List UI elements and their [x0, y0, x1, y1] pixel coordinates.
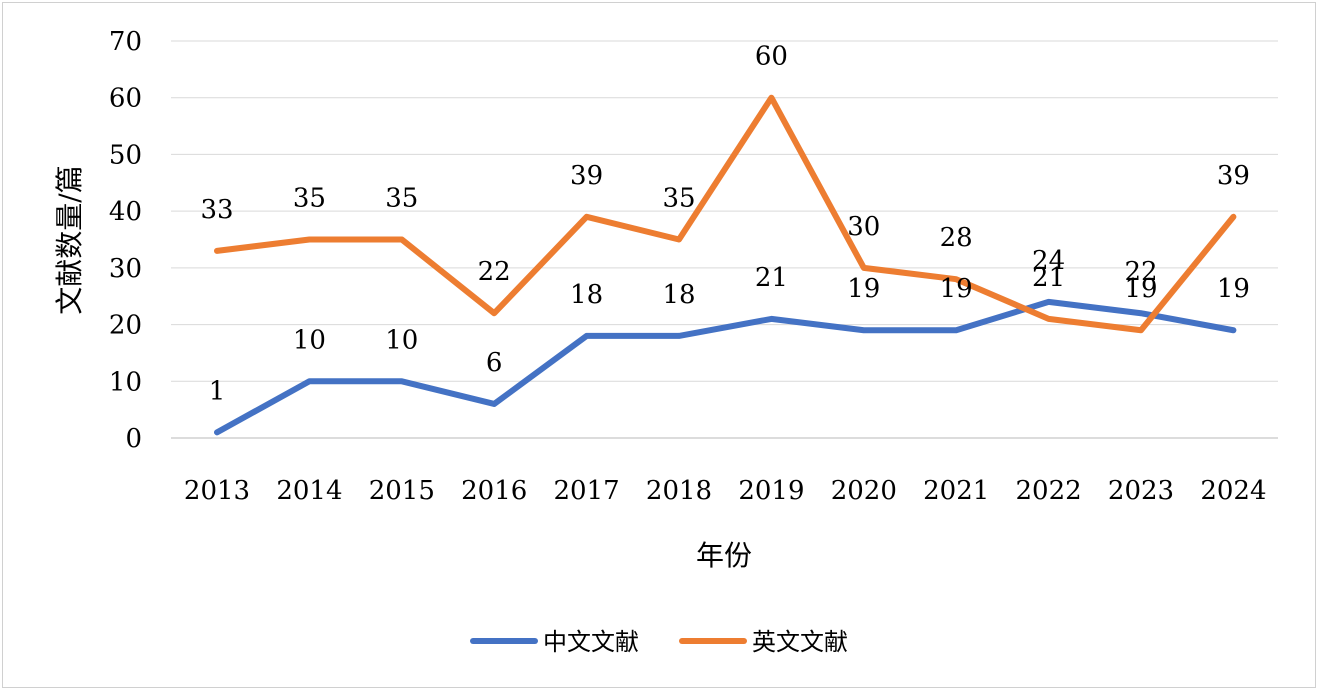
data-label: 18	[662, 280, 695, 310]
x-tick-label: 2024	[1200, 476, 1266, 506]
legend-label: 英文文献	[752, 628, 848, 656]
data-label: 19	[940, 274, 973, 304]
y-tick-label: 60	[109, 84, 142, 114]
data-label: 21	[755, 263, 788, 293]
legend: 中文文献 英文文献	[470, 628, 848, 656]
data-label: 35	[385, 184, 418, 214]
data-label: 19	[847, 274, 880, 304]
data-label: 21	[1032, 263, 1065, 293]
x-tick-label: 2021	[923, 476, 989, 506]
data-label: 19	[1217, 274, 1250, 304]
x-tick-label: 2016	[461, 476, 527, 506]
data-label: 18	[570, 280, 603, 310]
y-tick-label: 0	[125, 424, 142, 454]
data-label: 10	[385, 325, 418, 355]
x-tick-label: 2017	[554, 476, 620, 506]
y-tick-label: 30	[109, 254, 142, 284]
data-label: 1	[209, 376, 226, 406]
data-label: 19	[1124, 274, 1157, 304]
x-tick-label: 2023	[1108, 476, 1174, 506]
x-tick-label: 2022	[1016, 476, 1082, 506]
data-label: 28	[940, 223, 973, 253]
x-tick-label: 2013	[184, 476, 250, 506]
x-tick-label: 2020	[831, 476, 897, 506]
x-tick-label: 2015	[369, 476, 435, 506]
y-axis-title: 文献数量/篇	[53, 165, 86, 314]
y-axis-ticks: 0 10 20 30 40 50 60 70	[109, 27, 142, 454]
y-tick-label: 50	[109, 140, 142, 170]
data-label: 60	[755, 42, 788, 72]
x-axis-ticks: 2013 2014 2015 2016 2017 2018 2019 2020 2021 2022…	[184, 476, 1267, 506]
data-label: 22	[1124, 257, 1157, 287]
data-label: 39	[1217, 161, 1250, 191]
data-label: 30	[847, 212, 880, 242]
x-tick-label: 2014	[276, 476, 342, 506]
y-tick-label: 70	[109, 27, 142, 57]
legend-label: 中文文献	[543, 628, 639, 656]
data-label: 39	[570, 161, 603, 191]
y-tick-label: 40	[109, 197, 142, 227]
series-line-0	[214, 298, 1237, 436]
x-axis-title: 年份	[696, 539, 752, 572]
data-label: 33	[200, 195, 233, 225]
data-label: 10	[293, 325, 326, 355]
series-lines	[214, 94, 1237, 436]
x-tick-label: 2019	[738, 476, 804, 506]
data-label: 22	[478, 257, 511, 287]
data-label: 6	[486, 348, 503, 378]
x-tick-label: 2018	[646, 476, 712, 506]
data-label: 35	[293, 184, 326, 214]
y-tick-label: 20	[109, 311, 142, 341]
data-label: 35	[662, 184, 695, 214]
data-label: 24	[1032, 246, 1065, 276]
y-tick-label: 10	[109, 367, 142, 397]
series-line-1	[214, 94, 1237, 334]
